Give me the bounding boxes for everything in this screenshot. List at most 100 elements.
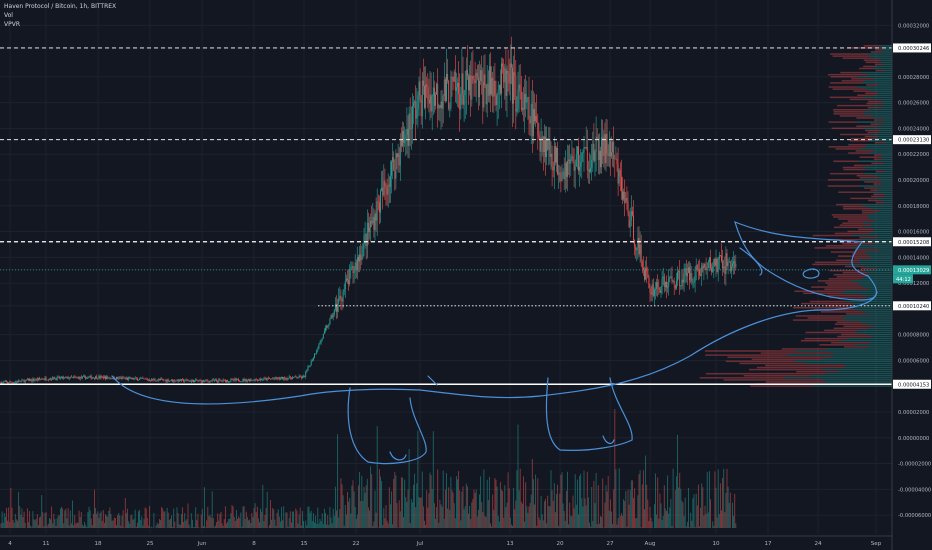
candle-body (590, 167, 592, 172)
vpvr-bar-up (881, 51, 892, 53)
candle-body (66, 376, 68, 378)
candle-body (306, 370, 308, 373)
volume-bar (224, 506, 226, 528)
candle-body (548, 139, 550, 150)
candle-body (277, 377, 279, 379)
volume-bar (733, 515, 735, 528)
volume-bar (19, 506, 21, 528)
volume-bar (101, 520, 103, 528)
volume-bar (40, 516, 42, 528)
volume-bar (729, 492, 731, 528)
volume-bar (307, 506, 309, 528)
vpvr-bar-down (831, 127, 864, 130)
vpvr-bar-up (868, 253, 892, 255)
vpvr-bar-down (825, 245, 860, 247)
volume-bar (629, 490, 631, 528)
candle-body (248, 379, 249, 381)
volume-bar (208, 516, 210, 528)
candle-body (534, 108, 535, 122)
candle-body (246, 380, 248, 382)
vpvr-indicator-label[interactable]: VPVR (4, 21, 20, 28)
candle-body (473, 79, 475, 81)
vpvr-bar-up (863, 127, 892, 130)
candle-body (108, 377, 110, 379)
volume-bar (340, 478, 342, 528)
candle-body (167, 379, 169, 382)
candle-body (661, 278, 663, 287)
candle-body (538, 135, 540, 138)
candle-body (189, 380, 191, 382)
candle-body (268, 378, 270, 380)
candle-body (497, 89, 499, 95)
candle-body (650, 292, 652, 295)
candle-body (88, 376, 90, 378)
candle-body (463, 95, 465, 105)
volume-bar (283, 506, 285, 528)
volume-bar (506, 502, 508, 528)
volume-bar (191, 519, 193, 528)
volume-bar (125, 513, 127, 528)
candle-body (704, 263, 706, 267)
volume-bar (350, 513, 352, 528)
time-tick-label: Aug (645, 541, 656, 547)
candle-body (0, 382, 2, 384)
volume-bar (86, 527, 88, 528)
volume-bar (48, 517, 50, 528)
candle-body (169, 380, 171, 382)
vpvr-bar-down (870, 51, 882, 53)
volume-bar (116, 525, 117, 528)
vpvr-bar-down (874, 154, 883, 156)
volume-bar (122, 510, 124, 528)
candle-body (605, 133, 607, 164)
volume-bar (492, 494, 494, 528)
candle-body (218, 379, 220, 382)
candle-body (358, 257, 359, 262)
vpvr-bar-down (858, 228, 875, 231)
countdown-label: 44:12 (896, 277, 911, 283)
candle-body (73, 376, 75, 378)
price-tick-label: 0.00032000 (898, 23, 929, 29)
candle-body (168, 380, 170, 382)
candle-body (356, 257, 358, 270)
vpvr-bar-down (837, 335, 872, 338)
candle-body (244, 378, 246, 381)
time-axis: 4 11 18 25 Jun 8 15 22 Jul 13 20 27 Aug 10 17 24 Sep (0, 535, 892, 547)
candle-body (381, 187, 383, 191)
volume-bar (187, 503, 189, 528)
volume-bar (680, 488, 682, 528)
volume-bar (7, 520, 9, 528)
volume-bar (419, 498, 421, 528)
volume-bar (514, 509, 516, 528)
candle-body (425, 84, 427, 108)
candle-body (37, 378, 39, 380)
candle-body (252, 380, 254, 381)
candle-body (666, 282, 667, 288)
volume-bar (244, 518, 246, 528)
volume-bar (472, 499, 474, 528)
candle-body (227, 380, 229, 382)
volume-bar (47, 523, 49, 528)
vpvr-bar-up (859, 185, 892, 187)
volume-bar (129, 523, 131, 528)
volume-bar (183, 521, 185, 528)
candle-body (602, 137, 604, 156)
time-tick-label: 10 (712, 541, 720, 547)
candle-body (325, 327, 326, 331)
vpvr-bar-down (866, 102, 882, 105)
candle-body (488, 66, 490, 96)
volume-bar (685, 526, 687, 528)
volume-bar (252, 517, 254, 528)
volume-bar (509, 517, 511, 528)
volume-bar (65, 508, 67, 528)
candle-body (620, 176, 622, 192)
volume-indicator-label[interactable]: Vol (4, 12, 13, 19)
vpvr-bar-down (723, 379, 824, 381)
volume-bar (374, 490, 376, 528)
candle-body (392, 157, 394, 162)
vpvr-bar-up (822, 368, 892, 371)
volume-bar (620, 513, 622, 528)
volume-bar (312, 513, 314, 528)
candle-body (209, 380, 211, 383)
candle-body (688, 267, 689, 273)
